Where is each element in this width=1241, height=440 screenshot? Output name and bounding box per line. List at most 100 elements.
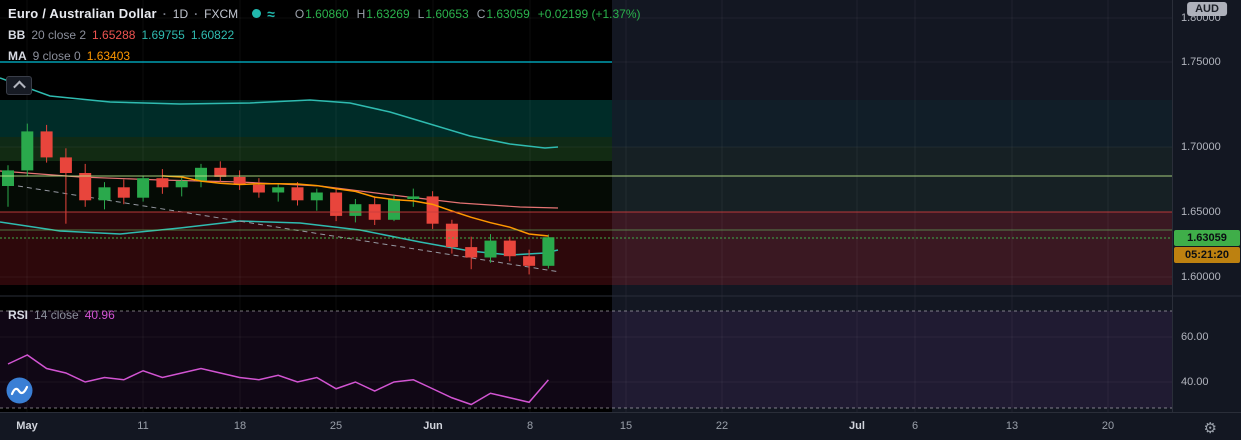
time-axis-label: 8 [526, 420, 534, 432]
ma-params: 9 close 0 [32, 48, 81, 63]
bb-lower-value: 1.60822 [190, 27, 235, 42]
candle-body [40, 131, 53, 158]
currency-badge: AUD [1187, 2, 1227, 16]
open-value: 1.60860 [305, 6, 349, 21]
bb-params: 20 close 2 [31, 27, 87, 42]
time-axis[interactable]: May 11 18 25 Jun 8 15 22 Jul 6 13 20 [0, 412, 1241, 440]
rsi-line [7, 354, 549, 406]
close-value: 1.63059 [486, 6, 530, 21]
candle-body [523, 256, 536, 266]
symbol-row[interactable]: Euro / Australian Dollar · 1D · FXCM ≈ O… [8, 3, 641, 24]
candle-body [2, 170, 14, 186]
candle-body [291, 187, 304, 201]
bb-upper-value: 1.69755 [141, 27, 185, 42]
open-label: O [294, 6, 305, 21]
supply-zone-red [0, 212, 1172, 285]
time-axis-label: 22 [715, 420, 729, 432]
chevron-up-icon [12, 80, 26, 94]
candle-body [484, 240, 497, 258]
candle-body [233, 176, 246, 185]
candle-body [214, 167, 227, 177]
ma-line [162, 175, 549, 237]
candles-layer [2, 123, 555, 275]
market-status-icon[interactable] [252, 9, 262, 18]
rsi-value: 40.96 [84, 307, 115, 322]
time-axis-label: 25 [329, 420, 343, 432]
rsi-params: 14 close [34, 307, 79, 322]
candle-body [195, 167, 207, 181]
candle-body [137, 178, 150, 198]
exchange-label[interactable]: FXCM [204, 6, 239, 21]
trendline-dashed [17, 185, 561, 273]
session-wave-icon: ≈ [267, 5, 275, 22]
rsi-zone-purple [0, 311, 1172, 408]
upper-channel-green [0, 137, 612, 161]
price-axis[interactable]: AUD 1.80000 1.75000 1.70000 1.65000 1.60000 6… [1172, 0, 1241, 412]
price-axis-label: 60.00 [1181, 331, 1209, 343]
time-axis-label: 18 [233, 420, 247, 432]
low-value: 1.60653 [425, 6, 469, 21]
interval-label[interactable]: 1D [172, 6, 189, 21]
candle-body [388, 199, 400, 220]
bb-lower-line [0, 220, 559, 256]
settings-gear-icon[interactable]: ⚙ [1203, 419, 1217, 437]
close-label: C [476, 6, 486, 21]
rsi-name: RSI [8, 307, 29, 322]
candle-body [98, 187, 111, 201]
price-axis-label: 1.80000 [1181, 12, 1221, 24]
candle-body [272, 187, 285, 193]
time-axis-label: 11 [137, 420, 149, 432]
ma-indicator-row[interactable]: MA 9 close 0 1.63403 [8, 45, 641, 66]
candle-body [445, 223, 458, 248]
price-axis-label: 1.65000 [1181, 206, 1221, 218]
logo-wave-icon [6, 377, 33, 404]
price-axis-label: 1.75000 [1181, 56, 1221, 68]
high-value: 1.63269 [366, 6, 410, 21]
ma-name: MA [8, 48, 27, 63]
upper-zone-teal-faint [0, 100, 1172, 147]
watermark-logo[interactable] [6, 377, 33, 404]
candle-body [310, 192, 323, 201]
time-axis-label: 20 [1101, 420, 1115, 432]
candle-body [156, 178, 169, 188]
bb-indicator-row[interactable]: BB 20 close 2 1.65288 1.69755 1.60822 [8, 24, 641, 45]
time-axis-label: May [16, 420, 38, 432]
low-label: L [417, 6, 425, 21]
candle-body [330, 192, 343, 216]
time-axis-label: Jun [423, 420, 443, 432]
candle-body [349, 204, 362, 216]
upper-channel-teal [0, 100, 612, 137]
countdown-badge: 05:21:20 [1174, 247, 1240, 263]
high-label: H [356, 6, 366, 21]
candle-body [59, 157, 72, 173]
candle-body [426, 196, 439, 224]
candle-body [175, 180, 188, 188]
ohlc-readout: O 1.60860 H 1.63269 L 1.60653 C 1.63059 +0.0… [295, 7, 641, 21]
candle-body [21, 131, 34, 171]
symbol-title[interactable]: Euro / Australian Dollar [8, 6, 157, 21]
bb-name: BB [8, 27, 26, 42]
bb-upper-line [0, 77, 559, 149]
chart-legend: Euro / Australian Dollar · 1D · FXCM ≈ O… [8, 3, 641, 66]
candle-body [503, 240, 516, 257]
candle-body [407, 196, 420, 199]
time-axis-label: 13 [1005, 420, 1019, 432]
time-axis-label: 6 [911, 420, 919, 432]
collapse-toolbar-button[interactable] [6, 76, 32, 95]
price-axis-label: 1.70000 [1181, 141, 1221, 153]
last-price-badge: 1.63059 [1174, 230, 1240, 246]
candle-body [542, 237, 555, 266]
bb-basis-value: 1.65288 [92, 27, 136, 42]
price-axis-label: 40.00 [1181, 376, 1209, 388]
rsi-indicator-row[interactable]: RSI 14 close 40.96 [8, 304, 115, 325]
time-axis-label: Jul [849, 420, 865, 432]
price-axis-label: 1.60000 [1181, 271, 1221, 283]
candle-body [252, 184, 265, 193]
change-value: +0.02199 (+1.37%) [537, 6, 641, 21]
ma-value: 1.63403 [86, 48, 131, 63]
candle-body [79, 173, 92, 201]
separator-dot: · [162, 6, 167, 21]
candle-body [465, 247, 478, 258]
